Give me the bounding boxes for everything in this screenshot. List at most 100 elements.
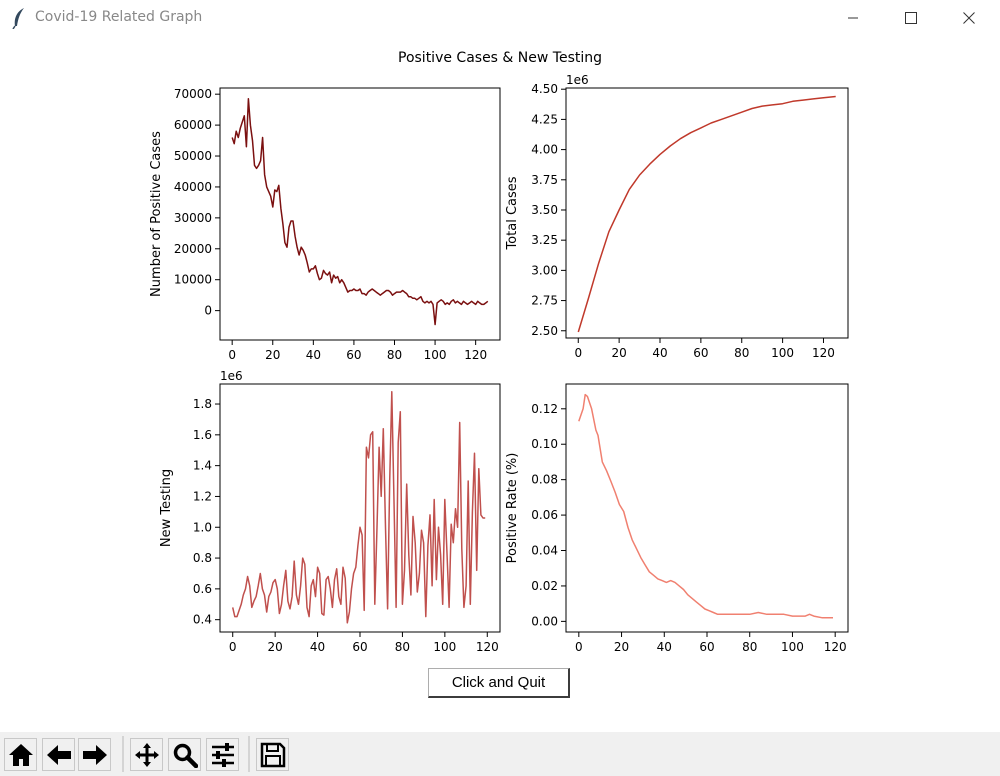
toolbar-separator <box>122 736 124 772</box>
configure-subplots-button[interactable] <box>206 738 239 771</box>
y-tick-label: 0.08 <box>531 473 558 487</box>
axes-frame <box>219 87 501 341</box>
window-title: Covid-19 Related Graph <box>35 9 203 25</box>
minimize-button[interactable] <box>830 0 876 36</box>
close-icon <box>963 12 975 24</box>
x-tick-label: 100 <box>424 348 447 362</box>
axes-frame <box>565 87 849 339</box>
y-tick-label: 2.75 <box>531 294 558 308</box>
y-tick-label: 4.50 <box>531 82 558 96</box>
maximize-icon <box>905 12 917 24</box>
y-tick-label: 0.12 <box>531 402 558 416</box>
x-tick-label: 120 <box>476 640 499 654</box>
x-tick-label: 80 <box>395 640 410 654</box>
positive-cases-chart: 0 20 40 60 80 100 120 0 10000 20000 30000 40000 5000… <box>149 87 501 362</box>
x-tick-label: 120 <box>824 640 847 654</box>
title-bar: Covid-19 Related Graph <box>0 0 1000 36</box>
axes-frame <box>565 383 849 633</box>
y-tick-label: 3.00 <box>531 263 558 277</box>
y-tick-label: 40000 <box>174 180 212 194</box>
y-tick-label: 20000 <box>174 242 212 256</box>
back-button[interactable] <box>42 738 75 771</box>
series-line <box>231 390 486 624</box>
y-tick-label: 0.10 <box>531 437 558 451</box>
x-tick-label: 80 <box>387 348 402 362</box>
minimize-icon <box>848 17 858 19</box>
series-line <box>577 95 836 333</box>
new-testing-chart: 0 20 40 60 80 100 120 0.4 0.6 0.8 1.0 1.2 1.4 1.6 1.8 N… <box>159 369 501 654</box>
y-tick-label: 0.04 <box>531 544 558 558</box>
x-tick-label: 100 <box>781 640 804 654</box>
pan-icon <box>134 742 159 767</box>
x-tick-label: 60 <box>699 640 714 654</box>
back-icon <box>46 744 71 765</box>
forward-button[interactable] <box>78 738 111 771</box>
save-icon <box>260 742 285 767</box>
configure-subplots-icon <box>211 742 234 767</box>
x-tick-label: 40 <box>310 640 325 654</box>
x-tick-label: 120 <box>812 346 835 360</box>
navigation-toolbar <box>0 732 1000 776</box>
x-tick-label: 40 <box>652 346 667 360</box>
y-tick-label: 10000 <box>174 273 212 287</box>
y-tick-label: 3.75 <box>531 173 558 187</box>
x-tick-label: 0 <box>228 348 236 362</box>
y-tick-label: 50000 <box>174 149 212 163</box>
axis-offset-label: 1e6 <box>220 369 243 383</box>
x-tick-label: 20 <box>611 346 626 360</box>
y-tick-label: 0.6 <box>193 582 212 596</box>
x-tick-label: 80 <box>742 640 757 654</box>
toolbar-separator <box>248 736 250 772</box>
y-axis-label: Total Cases <box>505 176 520 250</box>
x-tick-label: 60 <box>346 348 361 362</box>
y-tick-label: 1.0 <box>193 520 212 534</box>
save-button[interactable] <box>256 738 289 771</box>
y-tick-label: 60000 <box>174 118 212 132</box>
x-tick-label: 100 <box>771 346 794 360</box>
y-tick-label: 0.02 <box>531 579 558 593</box>
quit-button[interactable]: Click and Quit <box>428 668 570 698</box>
y-tick-label: 0 <box>204 304 212 318</box>
total-cases-chart: 0 20 40 60 80 100 120 2.50 2.75 3.00 3.25 3.50 3.75 4… <box>505 73 849 360</box>
x-tick-label: 40 <box>657 640 672 654</box>
x-tick-label: 0 <box>575 640 583 654</box>
y-tick-label: 4.00 <box>531 143 558 157</box>
y-tick-label: 4.25 <box>531 112 558 126</box>
home-button[interactable] <box>4 738 37 771</box>
figure-canvas: Positive Cases & New Testing 0 20 40 60 80 10… <box>149 50 849 654</box>
x-tick-label: 20 <box>265 348 280 362</box>
series-line <box>231 98 489 326</box>
x-tick-label: 0 <box>229 640 237 654</box>
y-tick-label: 0.8 <box>193 551 212 565</box>
y-axis-label: Number of Positive Cases <box>149 131 164 297</box>
axis-offset-label: 1e6 <box>566 73 589 87</box>
y-tick-label: 0.4 <box>193 613 212 627</box>
y-tick-label: 1.8 <box>193 397 212 411</box>
y-tick-label: 0.00 <box>531 614 558 628</box>
y-tick-label: 3.50 <box>531 203 558 217</box>
pan-button[interactable] <box>130 738 163 771</box>
y-tick-label: 1.4 <box>193 459 212 473</box>
home-icon <box>8 743 33 766</box>
x-tick-label: 40 <box>306 348 321 362</box>
y-axis-label: Positive Rate (%) <box>505 453 520 564</box>
x-tick-label: 20 <box>268 640 283 654</box>
y-tick-label: 0.06 <box>531 508 558 522</box>
x-tick-label: 80 <box>734 346 749 360</box>
y-tick-label: 1.2 <box>193 489 212 503</box>
x-tick-label: 0 <box>574 346 582 360</box>
forward-icon <box>82 744 107 765</box>
positive-rate-chart: 0 20 40 60 80 100 120 0.00 0.02 0.04 0.06 0.08 0.10 0… <box>505 383 849 654</box>
y-tick-label: 2.50 <box>531 324 558 338</box>
zoom-icon <box>173 743 198 768</box>
feather-icon <box>12 8 24 29</box>
x-tick-label: 20 <box>614 640 629 654</box>
close-button[interactable] <box>946 0 992 36</box>
y-axis-label: New Testing <box>159 469 174 547</box>
figure-suptitle: Positive Cases & New Testing <box>398 50 602 66</box>
x-tick-label: 60 <box>693 346 708 360</box>
zoom-button[interactable] <box>168 738 201 771</box>
maximize-button[interactable] <box>888 0 934 36</box>
series-line <box>578 393 833 619</box>
x-tick-label: 100 <box>433 640 456 654</box>
